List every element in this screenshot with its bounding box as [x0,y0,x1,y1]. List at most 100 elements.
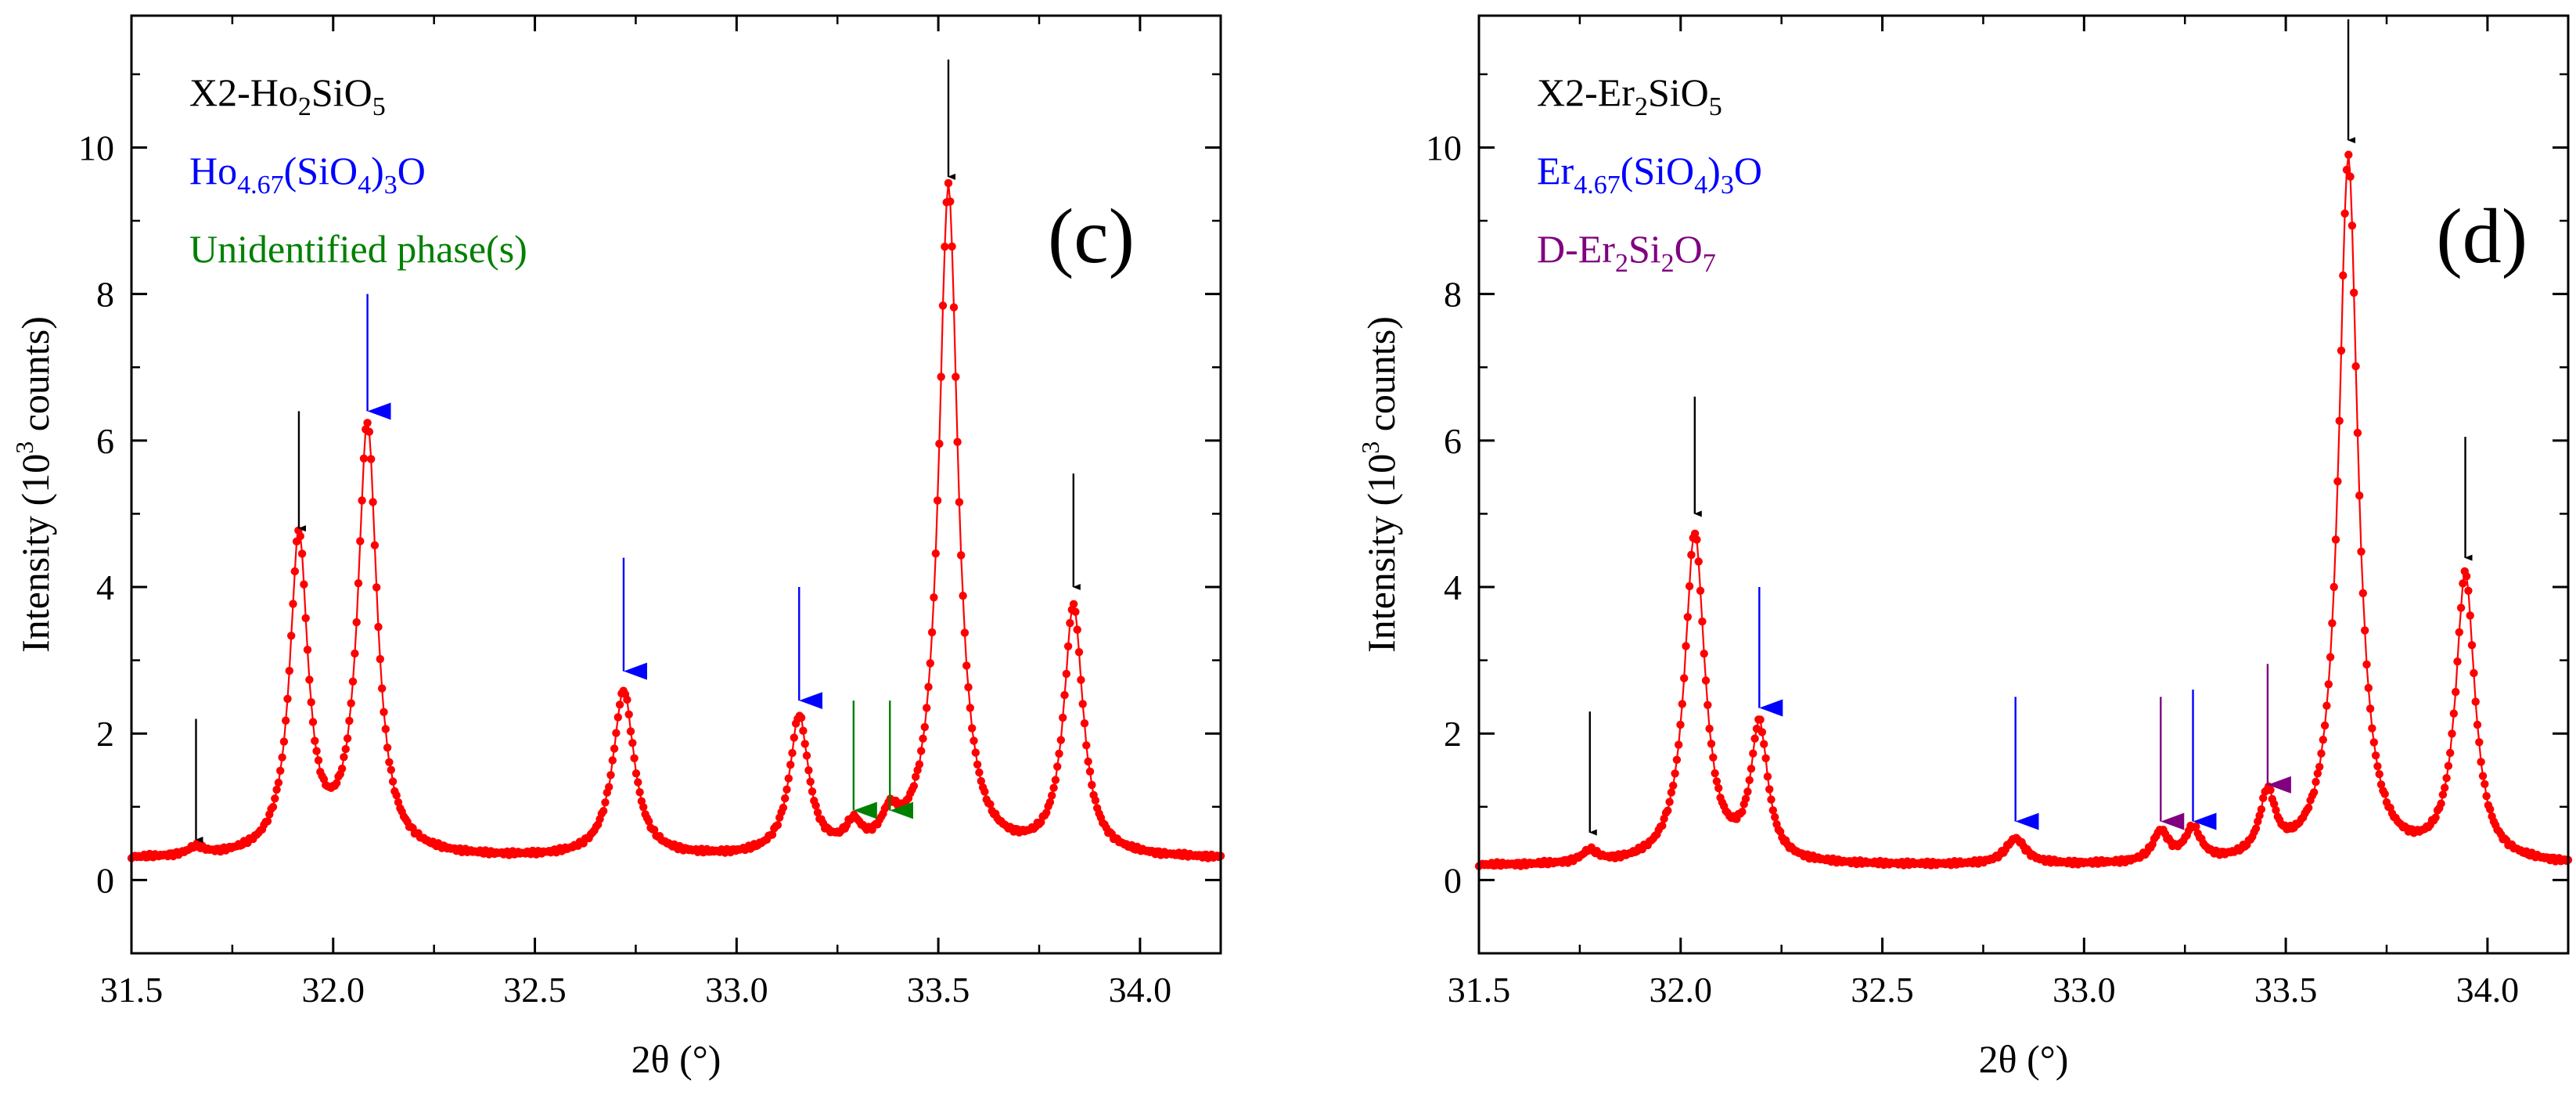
data-point [282,716,290,725]
data-point [2471,697,2480,706]
data-points [127,178,1225,863]
data-point [343,734,352,743]
data-point [2478,772,2488,780]
data-point [1077,675,1085,684]
data-point [2362,660,2371,669]
y-tick-label: 8 [1444,275,1462,315]
data-point [783,785,791,794]
data-point [968,724,977,733]
data-point [347,699,355,708]
data-point [801,740,809,748]
data-point [394,798,403,807]
data-point [278,753,286,762]
data-point [2358,589,2367,598]
data-point [308,718,318,726]
data-point [1667,788,1676,797]
data-point [271,794,279,803]
data-point [2369,738,2378,747]
data-point [955,498,964,506]
data-point [387,765,395,774]
data-point [630,754,639,762]
data-point [623,695,631,704]
data-point [2346,172,2355,181]
data-point [634,778,642,787]
data-point [1049,783,1058,792]
x-tick-label: 31.5 [100,970,164,1010]
data-point [2328,619,2337,628]
data-point [2337,346,2346,355]
x-tick-label: 34.0 [2456,970,2520,1010]
data-point [1714,783,1723,793]
data-point [274,778,283,787]
data-point [768,830,777,839]
panel-label: (d) [2436,193,2527,279]
data-point [909,782,919,790]
x-tick-label: 32.0 [302,970,365,1010]
data-point [1053,762,1062,771]
data-point [980,787,989,796]
data-point [973,760,982,769]
data-point [1765,785,1774,794]
data-point [1707,740,1716,748]
data-point [1745,776,1754,784]
data-point [1701,676,1711,685]
data-point [1059,713,1067,722]
data-point [2368,724,2376,733]
data-point [635,788,644,797]
data-point [919,734,927,743]
legend-entry: Unidentified phase(s) [189,227,527,271]
data-point [1074,648,1084,657]
data-point [2467,641,2477,650]
data-point [811,801,820,810]
data-point [1741,794,1750,803]
data-point [937,373,945,381]
data-point [1060,690,1069,700]
data-point [1687,550,1696,560]
data-point [2437,799,2445,808]
data-point [1048,791,1056,800]
data-point [933,496,942,505]
data-point [2326,653,2335,661]
x-tick-label: 32.5 [503,970,567,1010]
data-point [1738,808,1747,816]
data-point [365,427,374,436]
data-point [363,419,372,427]
data-point [2464,586,2473,595]
data-point [2364,683,2373,693]
y-tick-label: 10 [78,128,114,167]
data-points [1474,150,2573,870]
data-point [959,592,967,600]
data-point [624,710,633,718]
data-point [2272,806,2280,815]
data-point [305,675,314,684]
y-tick-label: 4 [1444,567,1462,607]
data-point [2442,773,2451,783]
data-point [1683,613,1692,621]
y-tick-label: 2 [1444,714,1462,754]
data-point [354,579,363,588]
data-point [912,772,920,781]
data-point [915,760,924,769]
data-point [808,787,817,796]
data-point [2452,687,2460,697]
data-point [1084,757,1092,766]
data-point [311,736,319,745]
data-point [359,454,369,463]
data-point [2357,547,2366,556]
data-point [628,739,637,747]
y-tick-label: 0 [96,860,114,900]
data-point [615,700,624,709]
data-point [1747,765,1756,773]
data-point [2477,758,2485,766]
data-point [944,178,953,188]
data-point [2475,738,2484,747]
data-point [790,733,798,742]
data-point [813,808,822,817]
data-point [2376,780,2386,789]
data-point [948,242,956,251]
data-point [781,794,790,803]
data-point [2444,762,2453,770]
data-point [276,766,285,775]
data-point [639,803,648,812]
data-point [333,779,341,787]
